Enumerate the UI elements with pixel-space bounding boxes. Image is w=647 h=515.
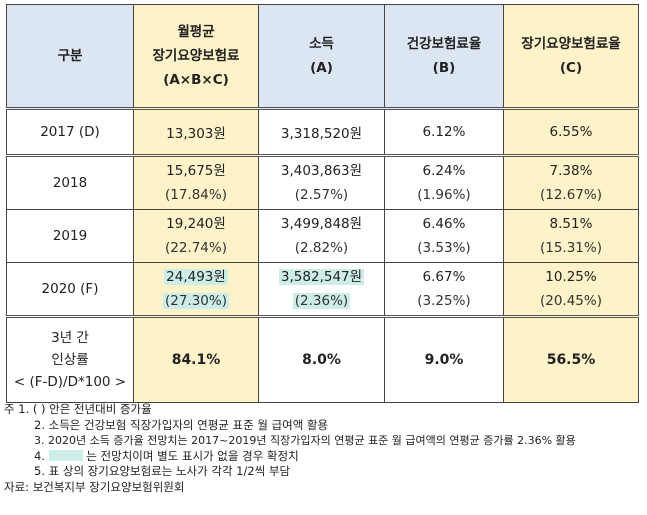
- table-row: 2018 15,675원 (17.84%) 3,403,863원 (2.57%) 6…: [6, 155, 639, 210]
- header-premium: 월평균 장기요양보험료 (A×B×C): [133, 4, 259, 110]
- note-2: 2. 소득은 건강보험 직장가입자의 연평균 표준 월 급여액 활용: [34, 417, 329, 432]
- summary-ltc-rate: 56.5%: [503, 316, 639, 403]
- source-note: 자료: 보건복지부 장기요양보험위원회: [4, 479, 185, 494]
- header-category: 구분: [6, 4, 134, 110]
- income-cell: 3,403,863원 (2.57%): [258, 155, 385, 210]
- summary-health-rate: 9.0%: [384, 316, 504, 403]
- row-year: 2017 (D): [6, 108, 134, 157]
- table-row: 2020 (F) 24,493원 (27.30%) 3,582,547원 (2.36…: [6, 262, 639, 318]
- footnotes: 주 1. ( ) 안은 전년대비 증가율 2. 소득은 건강보험 직장가입자의 …: [4, 402, 644, 496]
- note-3: 3. 2020년 소득 증가율 전망치는 2017~2019년 직장가입자의 연…: [34, 434, 576, 448]
- estimate-value: (2.36%): [292, 293, 351, 309]
- summary-premium: 84.1%: [133, 316, 259, 403]
- ltc-rate-cell: 7.38% (12.67%): [503, 155, 639, 210]
- health-rate-cell: 6.46% (3.53%): [384, 209, 504, 263]
- income-cell: 3,318,520원: [258, 108, 385, 157]
- income-cell: 3,582,547원 (2.36%): [258, 262, 385, 318]
- row-year: 2019: [6, 209, 134, 263]
- insurance-table: 구분 월평균 장기요양보험료 (A×B×C) 소득 (A) 건강보험료율 (B) 장기요…: [6, 4, 639, 403]
- summary-income: 8.0%: [258, 316, 385, 403]
- summary-label: 3년 간 인상률 < (F-D)/D*100 >: [6, 316, 134, 403]
- health-rate-cell: 6.24% (1.96%): [384, 155, 504, 210]
- health-rate-cell: 6.12%: [384, 108, 504, 157]
- ltc-rate-cell: 6.55%: [503, 108, 639, 157]
- note-4: 4. 는 전망치이며 별도 표시가 없을 경우 확정치: [34, 448, 299, 463]
- summary-row: 3년 간 인상률 < (F-D)/D*100 > 84.1% 8.0% 9.0% 5…: [6, 316, 639, 403]
- header-health-rate: 건강보험료율 (B): [384, 4, 504, 110]
- ltc-rate-cell: 8.51% (15.31%): [503, 209, 639, 263]
- row-year: 2020 (F): [6, 262, 134, 318]
- premium-cell: 13,303원: [133, 108, 259, 157]
- premium-cell: 19,240원 (22.74%): [133, 209, 259, 263]
- health-rate-cell: 6.67% (3.25%): [384, 262, 504, 318]
- income-cell: 3,499,848원 (2.82%): [258, 209, 385, 263]
- premium-cell: 15,675원 (17.84%): [133, 155, 259, 210]
- note-1: 주 1. ( ) 안은 전년대비 증가율: [4, 402, 152, 416]
- ltc-rate-cell: 10.25% (20.45%): [503, 262, 639, 318]
- table-row: 2017 (D) 13,303원 3,318,520원 6.12% 6.55%: [6, 108, 639, 157]
- table-row: 2019 19,240원 (22.74%) 3,499,848원 (2.82%) 6…: [6, 209, 639, 263]
- premium-cell: 24,493원 (27.30%): [133, 262, 259, 318]
- row-year: 2018: [6, 155, 134, 210]
- header-row: 구분 월평균 장기요양보험료 (A×B×C) 소득 (A) 건강보험료율 (B) 장기요…: [6, 4, 639, 110]
- estimate-value: 3,582,547원: [278, 269, 365, 285]
- note-5: 5. 표 상의 장기요양보험료는 노사가 각각 1/2씩 부담: [34, 464, 291, 479]
- estimate-value: (27.30%): [162, 293, 229, 309]
- highlight-swatch: [48, 449, 83, 461]
- header-ltc-rate: 장기요양보험료율 (C): [503, 4, 639, 110]
- header-income: 소득 (A): [258, 4, 385, 110]
- estimate-value: 24,493원: [164, 269, 228, 285]
